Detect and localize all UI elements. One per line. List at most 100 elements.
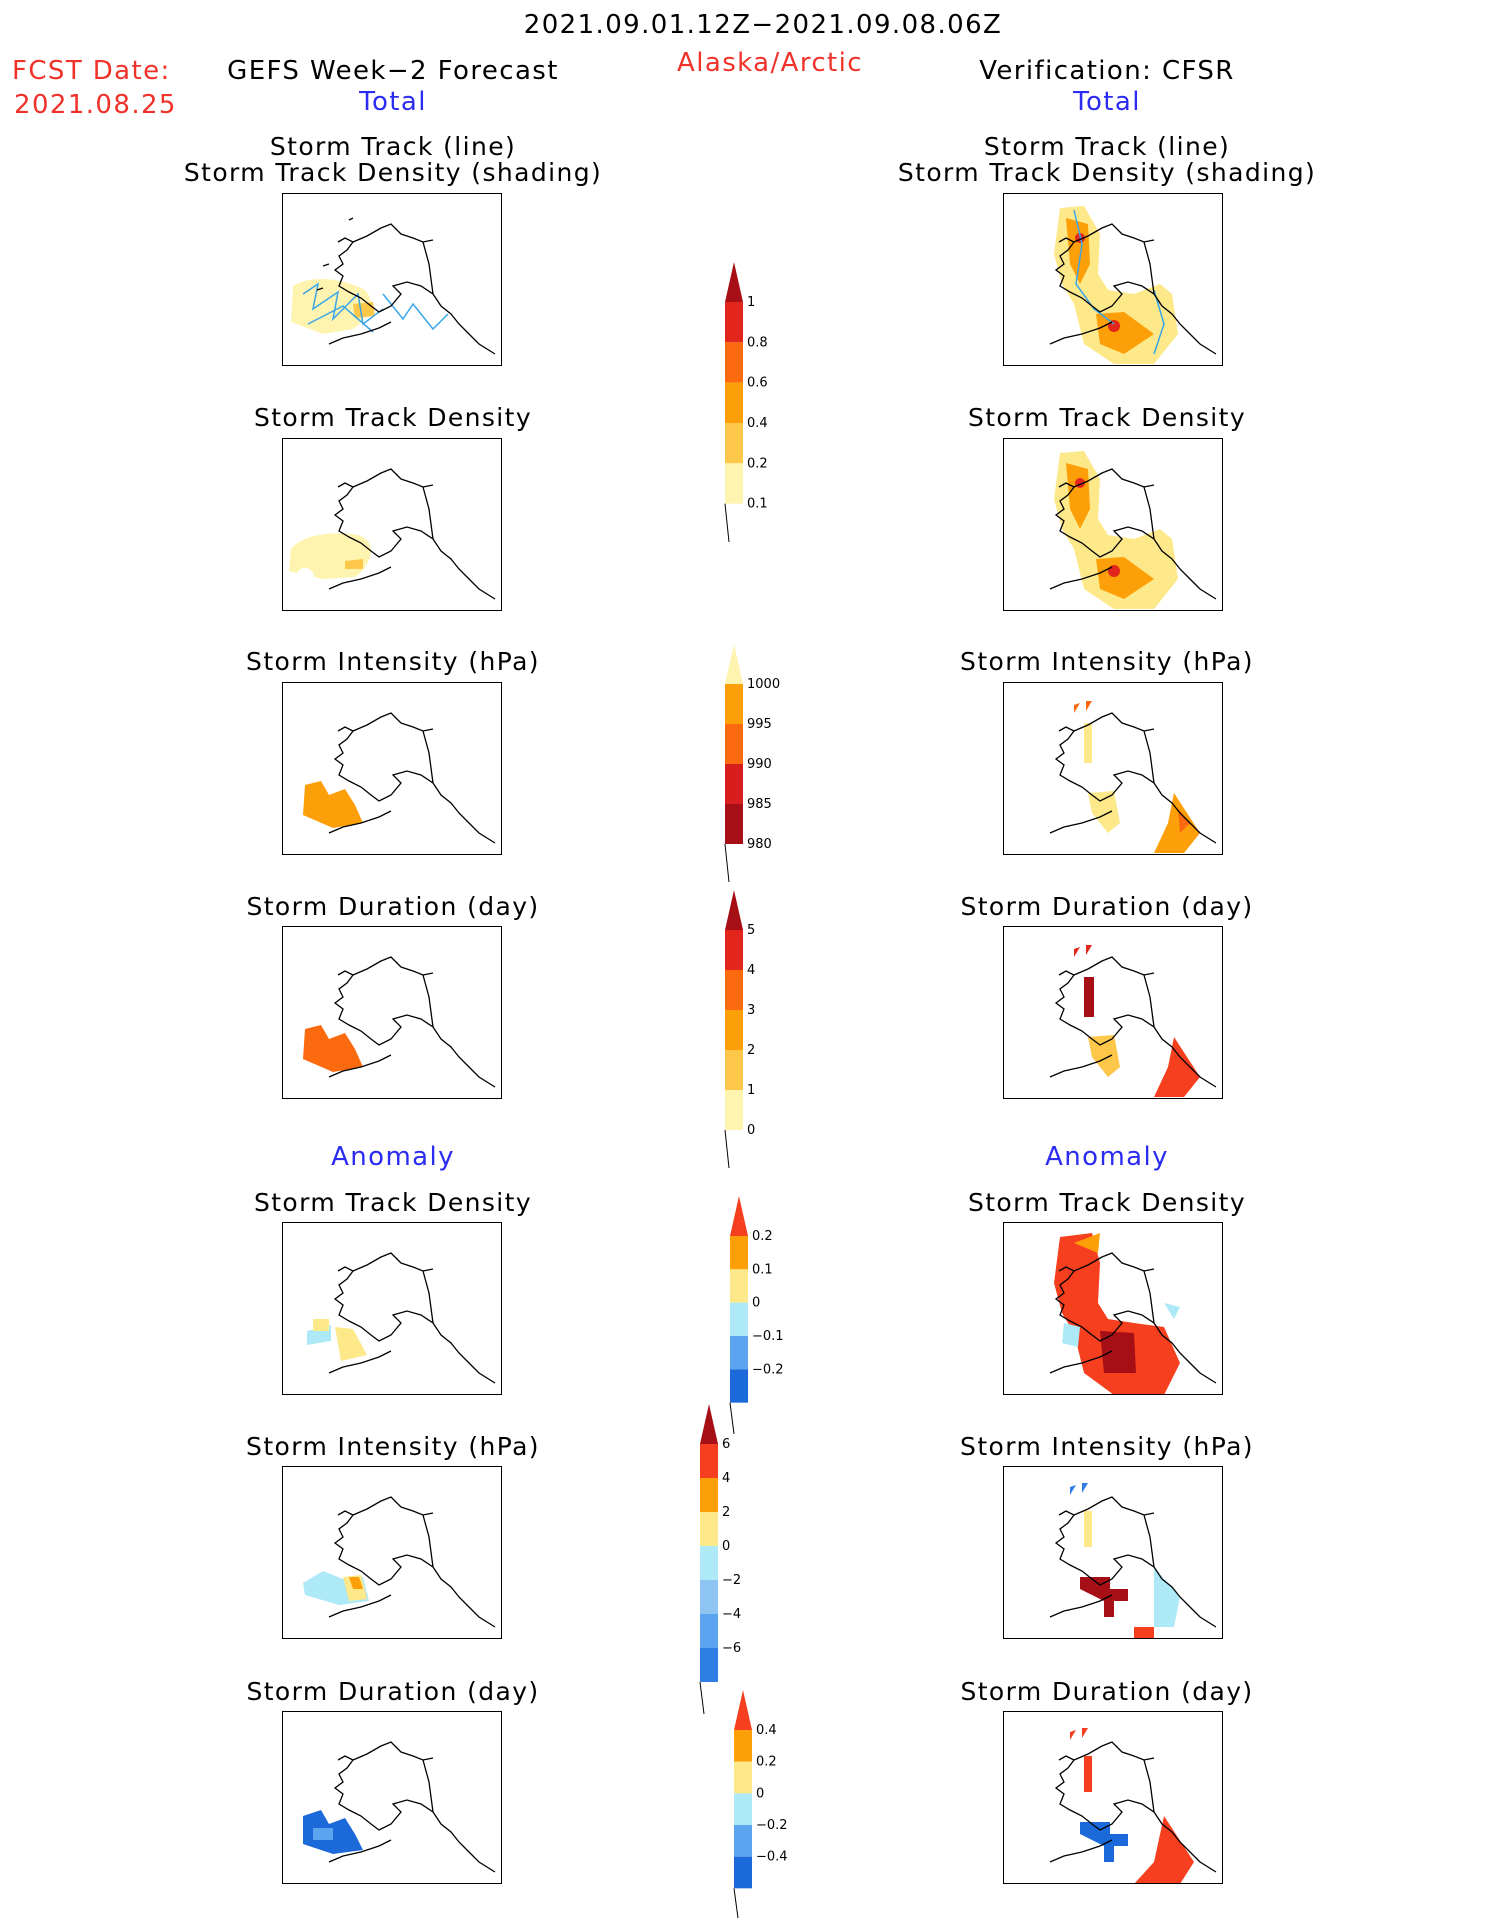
colorbar-swatch <box>725 930 743 970</box>
date-range-title: 2021.09.01.12Z−2021.09.08.06Z <box>523 10 1003 40</box>
colorbar-swatch <box>734 1730 752 1762</box>
intensity-shade <box>1084 723 1092 763</box>
alaska-map <box>1049 1233 1217 1394</box>
colorbar-tick-label: 0.2 <box>752 1229 773 1244</box>
intensity-shade <box>303 781 363 828</box>
colorbar-tick-label: 0 <box>756 1786 764 1801</box>
anomaly-shade <box>1070 1728 1088 1740</box>
anomaly-shade <box>1084 1511 1092 1547</box>
colorbar-tail <box>729 1402 735 1435</box>
colorbar-swatch <box>700 1648 718 1682</box>
colorbar-tick-label: 0.4 <box>756 1723 777 1738</box>
colorbar-tick-label: 2 <box>722 1505 730 1520</box>
colorbar-tick-label: 0.2 <box>747 456 768 471</box>
alaska-coastline <box>328 956 496 1088</box>
left-row6-title: Storm Intensity (hPa) <box>246 1432 540 1461</box>
colorbar-swatch <box>734 1856 752 1889</box>
colorbar-tip <box>725 644 743 684</box>
right-row4-title: Storm Duration (day) <box>960 892 1254 921</box>
alaska-map <box>307 1252 496 1384</box>
colorbar-swatch <box>725 1090 743 1130</box>
anomaly-shade <box>1074 1233 1100 1253</box>
colorbar-swatch <box>725 463 743 504</box>
colorbar-tick-label: 3 <box>747 1003 755 1018</box>
storm-track-lines <box>1073 209 1165 355</box>
colorbar-swatch <box>734 1761 752 1794</box>
colorbar-swatch <box>730 1302 748 1336</box>
anomaly-shade <box>1154 1567 1180 1627</box>
colorbar-tick-label: 985 <box>747 797 772 812</box>
alaska-map <box>1049 1728 1217 1883</box>
map-panel-fcst-intensity-anom <box>282 1466 502 1639</box>
colorbar-tail <box>724 1129 730 1169</box>
map-panel-cfsr-intensity <box>1003 682 1223 855</box>
alaska-map <box>1049 451 1217 609</box>
left-row1-title-line2: Storm Track Density (shading) <box>183 158 603 187</box>
alaska-coastline <box>1049 223 1217 355</box>
colorbar-duration-anomaly: 0.4 0.2 0 −0.2 −0.4 <box>733 1690 788 1919</box>
colorbar-swatch <box>700 1580 718 1614</box>
right-model-label: Verification: CFSR <box>979 56 1235 86</box>
alaska-coastline <box>1049 1252 1217 1384</box>
colorbar-swatch <box>725 804 743 844</box>
colorbar-tip <box>725 262 743 302</box>
colorbar-tip <box>730 1196 748 1236</box>
colorbar-swatch <box>700 1512 718 1546</box>
right-row2-title: Storm Track Density <box>967 403 1247 432</box>
colorbar-tick-label: −0.2 <box>756 1818 788 1833</box>
alaska-map <box>1049 1483 1217 1638</box>
colorbar-swatch <box>725 423 743 464</box>
colorbar-swatch <box>725 1050 743 1090</box>
colorbar-density-anomaly: 0.2 0.1 0 −0.1 −0.2 <box>729 1196 784 1435</box>
anomaly-shade <box>1134 1627 1154 1638</box>
fcst-date-label: FCST Date: <box>12 56 171 86</box>
right-row7-title: Storm Duration (day) <box>960 1677 1254 1706</box>
colorbar-tail <box>724 503 730 543</box>
colorbar-tick-label: −0.4 <box>756 1850 788 1865</box>
alaska-map <box>303 712 496 844</box>
anomaly-shade <box>349 1577 363 1589</box>
map-panel-fcst-duration-anom <box>282 1711 502 1884</box>
colorbar-tick-label: 1 <box>747 295 755 310</box>
colorbar-tick-label: 5 <box>747 923 755 938</box>
intensity-shade <box>1074 701 1092 713</box>
colorbar-swatch <box>725 970 743 1010</box>
colorbar-tick-label: 0 <box>722 1539 730 1554</box>
duration-shade <box>1084 977 1094 1017</box>
colorbar-tick-label: 0 <box>747 1123 755 1138</box>
right-row1-title-line2: Storm Track Density (shading) <box>897 158 1317 187</box>
colorbar-tick-label: 1 <box>747 1083 755 1098</box>
duration-shade <box>303 1025 363 1072</box>
left-row5-title: Storm Track Density <box>253 1188 533 1217</box>
left-row3-title: Storm Intensity (hPa) <box>246 647 540 676</box>
map-panel-cfsr-density-anom <box>1003 1222 1223 1395</box>
anomaly-shade <box>1070 1483 1088 1495</box>
colorbar-swatch <box>734 1793 752 1825</box>
colorbar-tick-label: 6 <box>722 1437 730 1452</box>
colorbar-tip <box>734 1690 752 1730</box>
alaska-map <box>303 956 496 1088</box>
duration-shade <box>1074 945 1092 957</box>
map-panel-fcst-track <box>282 193 502 366</box>
right-anomaly-label: Anomaly <box>1045 1142 1169 1172</box>
density-hole <box>296 568 314 586</box>
map-panel-fcst-duration <box>282 926 502 1099</box>
anomaly-shade <box>1062 1323 1080 1347</box>
colorbar-tick-label: 4 <box>747 963 755 978</box>
left-row1-title-line1: Storm Track (line) <box>269 132 517 161</box>
alaska-coastline <box>1049 468 1217 600</box>
colorbar-intensity: 1000 995 990 985 980 <box>724 644 780 883</box>
alaska-coastline <box>316 217 496 355</box>
anomaly-shade <box>313 1828 333 1840</box>
colorbar-tail <box>724 843 730 883</box>
left-model-label: GEFS Week−2 Forecast <box>227 56 559 86</box>
left-total-label: Total <box>359 87 427 117</box>
colorbar-tip <box>700 1404 718 1444</box>
colorbar-tail <box>733 1888 739 1919</box>
colorbar-swatch <box>730 1236 748 1270</box>
colorbar-tick-label: 0.4 <box>747 416 768 431</box>
alaska-map <box>1049 701 1217 853</box>
right-row6-title: Storm Intensity (hPa) <box>960 1432 1254 1461</box>
anomaly-shade <box>1080 1577 1128 1617</box>
anomaly-shade <box>1100 1331 1136 1373</box>
